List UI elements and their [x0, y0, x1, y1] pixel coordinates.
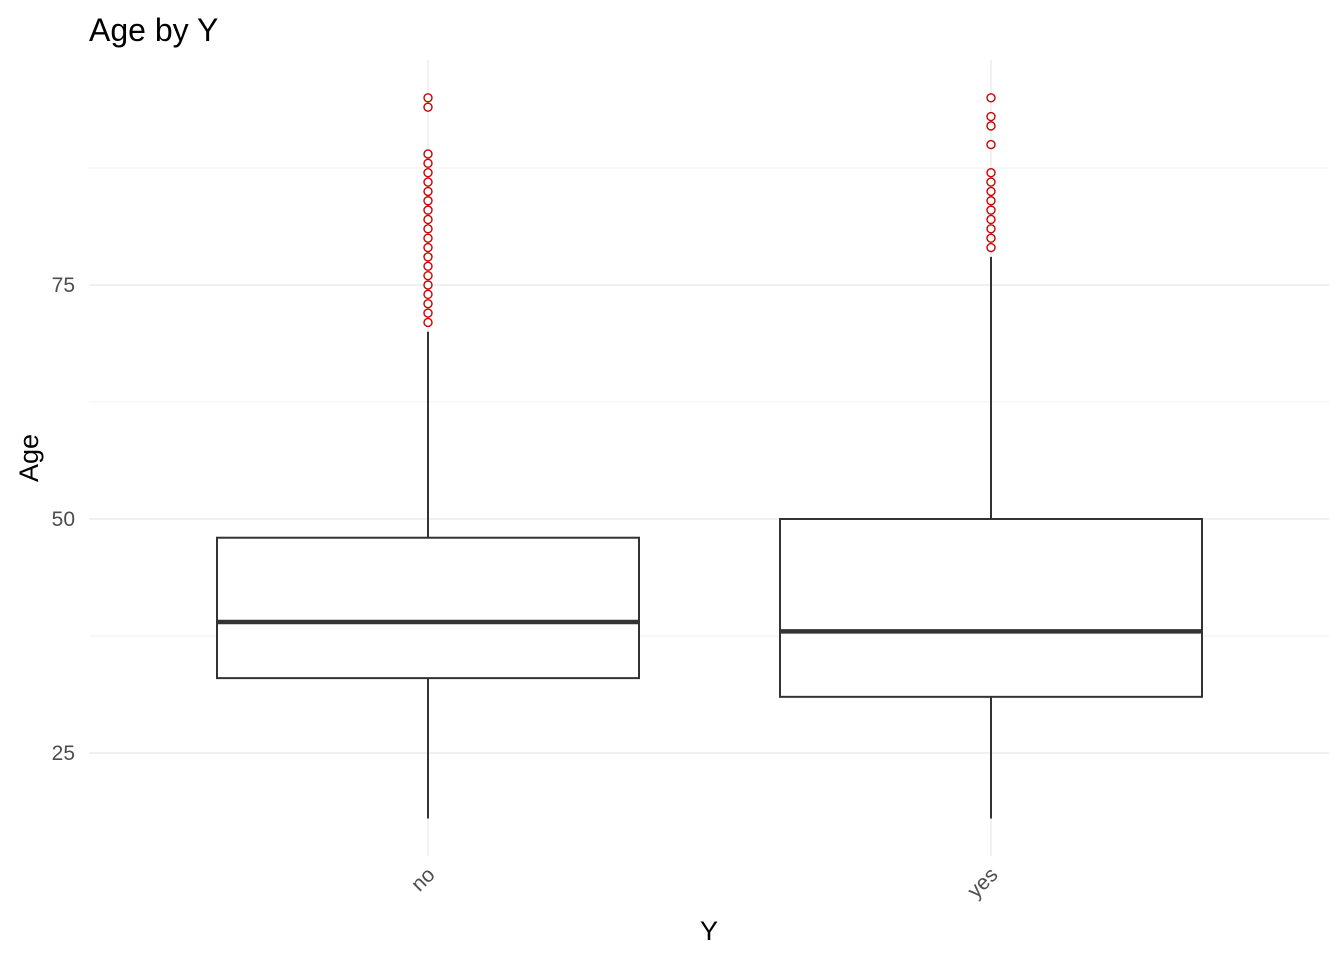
- outlier-point: [986, 167, 996, 178]
- outlier-point: [423, 158, 433, 169]
- outlier-point: [423, 196, 433, 206]
- outlier-point: [423, 242, 433, 253]
- outlier-point: [423, 308, 433, 318]
- box-iqr: [779, 518, 1203, 698]
- y-axis-ticks: 25 50 75: [52, 274, 75, 765]
- outlier-point: [423, 317, 433, 328]
- outlier-point: [423, 186, 433, 197]
- outlier-point: [986, 196, 996, 206]
- outlier-point: [423, 299, 433, 309]
- outlier-point: [423, 261, 433, 271]
- outlier-point: [423, 214, 433, 225]
- outlier-point: [986, 233, 996, 243]
- x-tick-label: yes: [963, 863, 1002, 902]
- outlier-point: [986, 224, 996, 234]
- outlier-point: [423, 233, 433, 243]
- outlier-point: [986, 111, 996, 122]
- outlier-point: [423, 289, 433, 300]
- x-tick-label: no: [407, 863, 440, 896]
- y-tick-label: 75: [52, 274, 75, 297]
- outlier-point: [423, 167, 433, 178]
- grid: [89, 60, 1329, 856]
- outlier-point: [986, 139, 996, 150]
- outlier-point: [423, 270, 433, 281]
- y-tick-label: 50: [52, 508, 75, 531]
- outlier-point: [423, 224, 433, 234]
- box-group-no: [216, 331, 640, 819]
- outlier-point: [423, 102, 433, 112]
- outlier-point: [986, 177, 996, 187]
- outlier-point: [986, 242, 996, 253]
- box-group-yes: [779, 256, 1203, 819]
- outlier-point: [423, 149, 433, 159]
- outlier-point: [423, 252, 433, 262]
- chart-title: Age by Y: [89, 12, 218, 48]
- box-iqr: [216, 536, 640, 680]
- outlier-point: [423, 177, 433, 187]
- outliers: [423, 93, 996, 328]
- outlier-point: [986, 93, 996, 103]
- outlier-point: [423, 205, 433, 215]
- x-axis-title: Y: [700, 916, 718, 946]
- outlier-point: [986, 186, 996, 197]
- boxes: [216, 256, 1203, 819]
- y-axis-title: Age: [14, 434, 44, 482]
- y-tick-label: 25: [52, 742, 75, 765]
- outlier-point: [423, 93, 433, 103]
- outlier-point: [986, 214, 996, 225]
- outlier-point: [986, 205, 996, 215]
- outlier-point: [423, 280, 433, 290]
- outlier-point: [986, 121, 996, 131]
- x-axis-ticks: no yes: [407, 863, 1003, 902]
